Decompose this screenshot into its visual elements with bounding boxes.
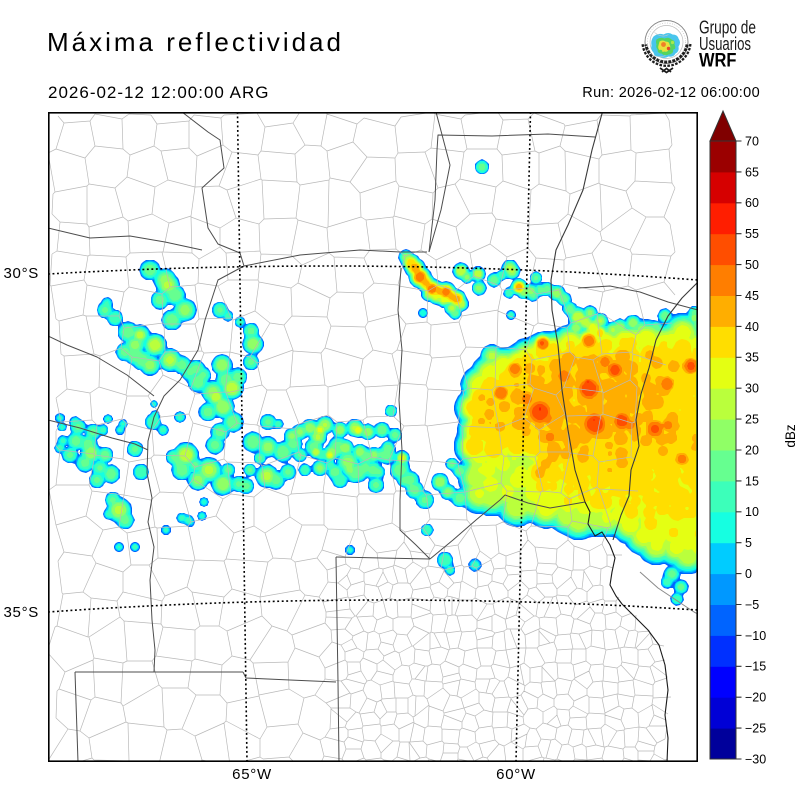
svg-text:−20: −20 (745, 691, 766, 705)
svg-text:35: 35 (745, 351, 759, 365)
svg-text:dBz: dBz (783, 424, 798, 448)
svg-text:40: 40 (745, 320, 759, 334)
svg-text:50: 50 (745, 258, 759, 272)
svg-text:10: 10 (745, 505, 759, 519)
svg-text:55: 55 (745, 227, 759, 241)
svg-text:60: 60 (745, 196, 759, 210)
svg-text:−25: −25 (745, 722, 766, 736)
svg-text:−5: −5 (745, 598, 759, 612)
svg-text:65: 65 (745, 165, 759, 179)
svg-text:−30: −30 (745, 752, 766, 766)
svg-text:45: 45 (745, 289, 759, 303)
svg-text:5: 5 (745, 536, 752, 550)
svg-text:Usuarios: Usuarios (699, 33, 751, 54)
svg-text:−10: −10 (745, 629, 766, 643)
svg-text:Grupo de: Grupo de (699, 17, 756, 38)
svg-text:0: 0 (745, 567, 752, 581)
svg-text:15: 15 (745, 474, 759, 488)
svg-text:WRF: WRF (699, 51, 737, 72)
svg-text:30: 30 (745, 382, 759, 396)
svg-text:70: 70 (745, 134, 759, 148)
svg-text:25: 25 (745, 413, 759, 427)
svg-text:20: 20 (745, 443, 759, 457)
svg-text:−15: −15 (745, 660, 766, 674)
